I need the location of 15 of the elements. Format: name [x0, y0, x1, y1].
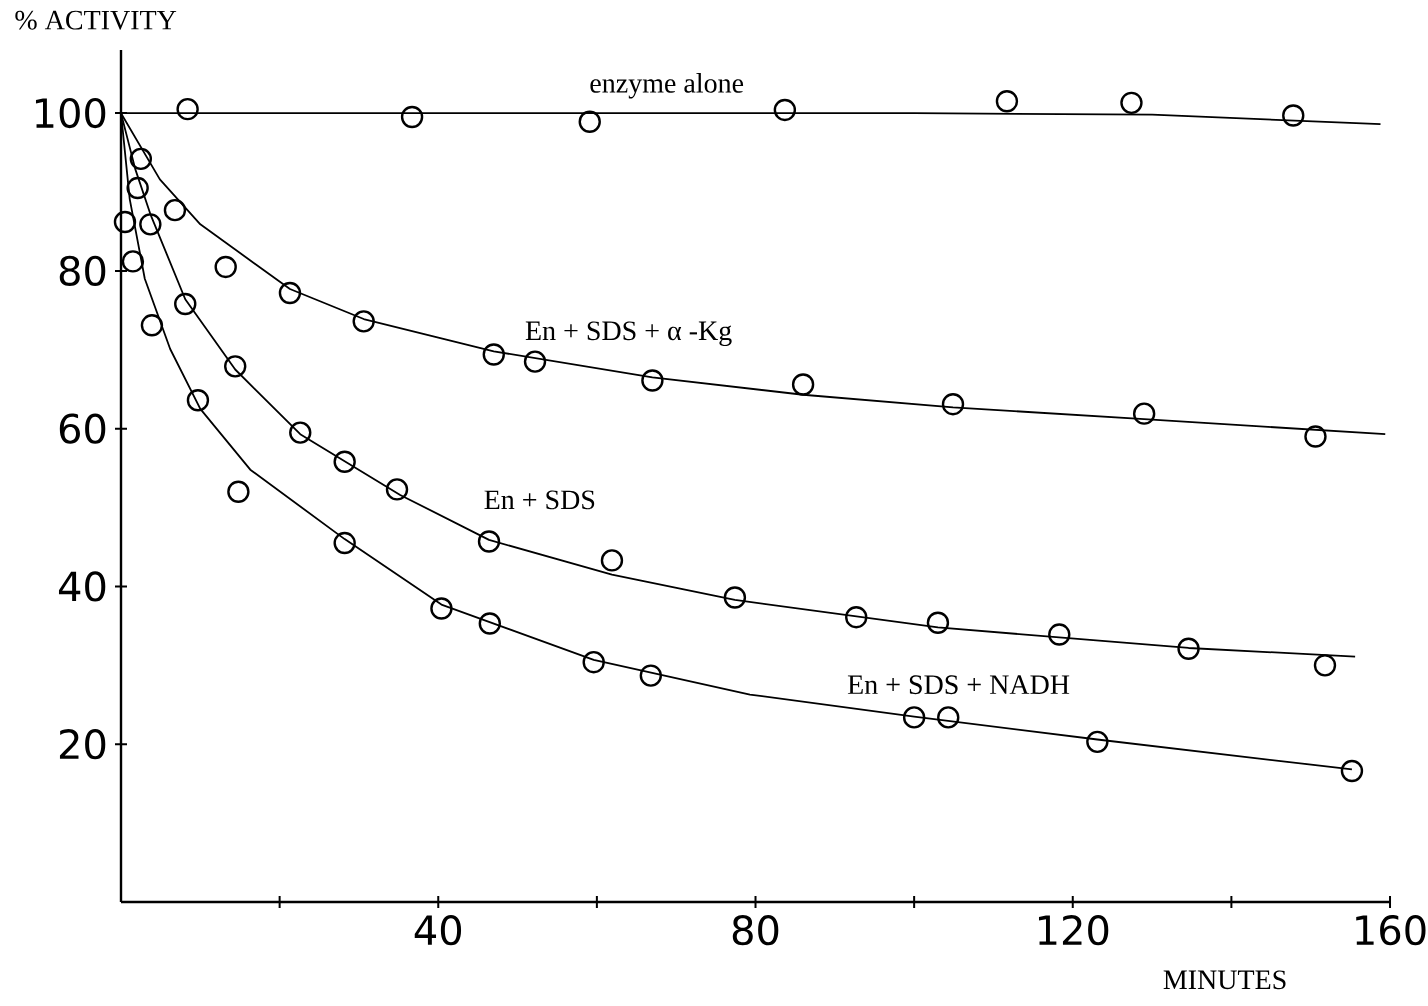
y-tick-label: 40 — [58, 571, 106, 602]
x-tick-label: 40 — [414, 915, 462, 946]
y-tick-label: 100 — [35, 97, 106, 129]
y-axis-title: % ACTIVITY — [15, 10, 177, 30]
x-tick-label: 80 — [732, 915, 779, 946]
x-tick-label: 120 — [1038, 915, 1109, 946]
y-tick-label: 80 — [59, 255, 106, 287]
x-axis-title: MINUTES — [1163, 970, 1286, 990]
y-tick-label: 20 — [59, 729, 106, 760]
x-tick-label: 160 — [1356, 915, 1426, 946]
series-label: enzyme alone — [590, 73, 744, 99]
series-label: En + SDS + NADH — [847, 675, 1070, 695]
series-label: En + SDS — [484, 490, 595, 510]
y-tick-label: 60 — [59, 413, 106, 444]
series-label: En + SDS + α -Kg — [525, 321, 732, 346]
